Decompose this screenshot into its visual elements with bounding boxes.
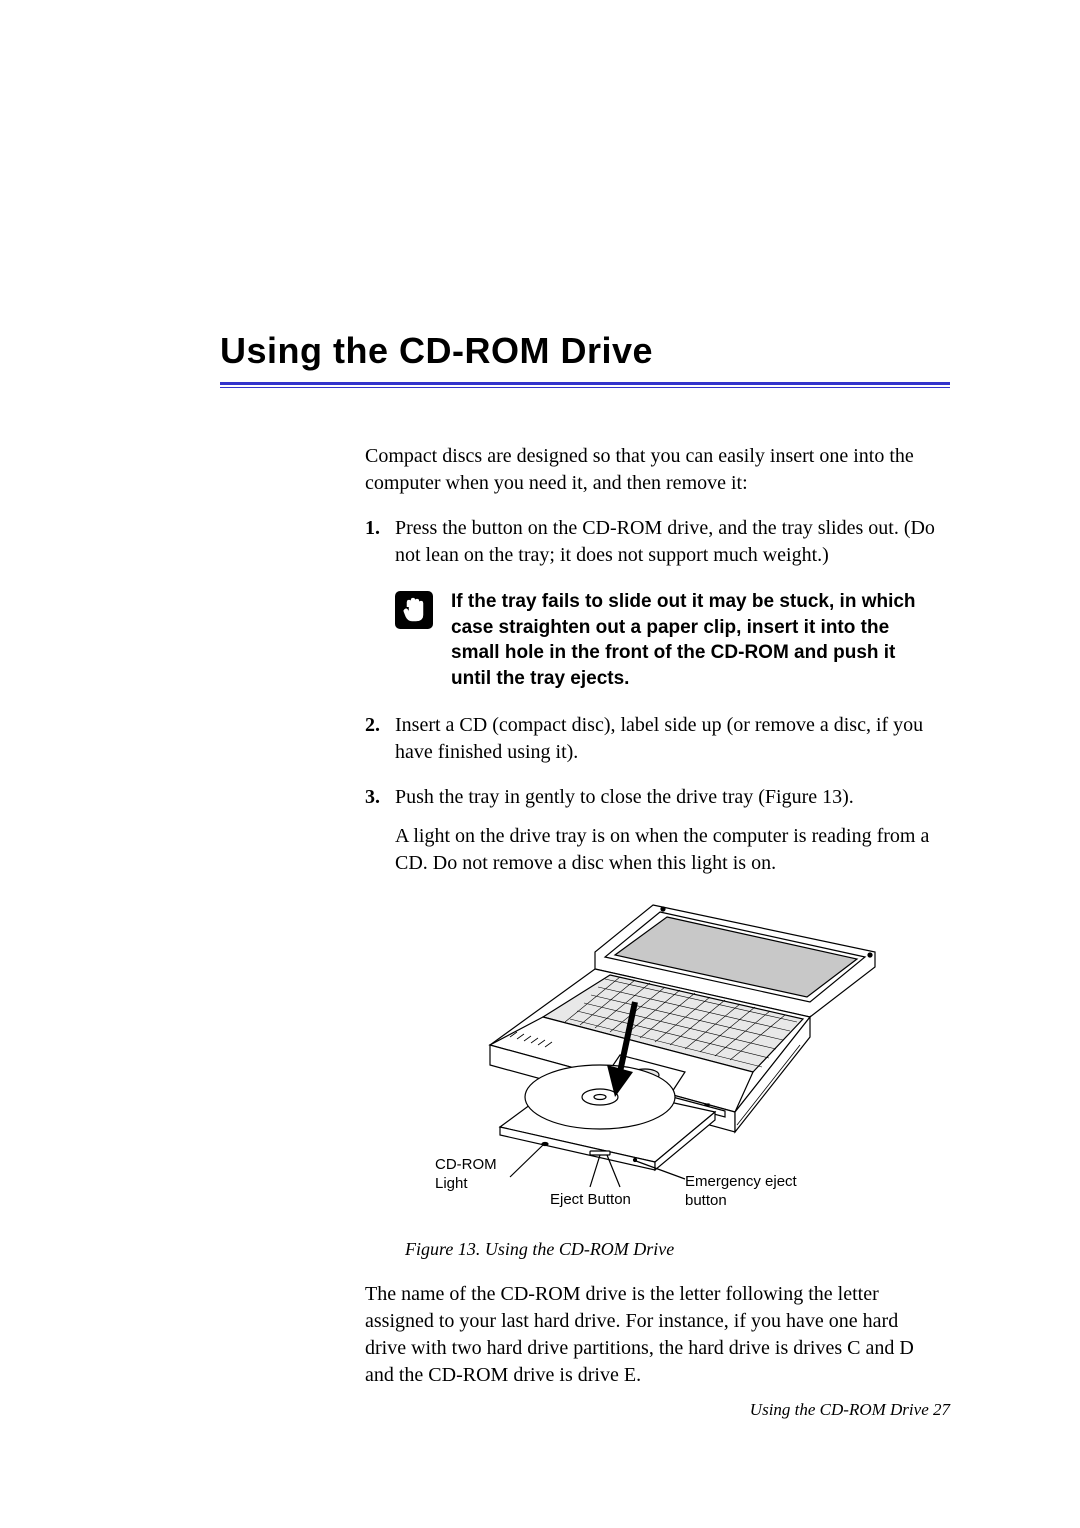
hand-stop-icon <box>395 591 433 629</box>
note-block: If the tray fails to slide out it may be… <box>395 589 940 692</box>
label-cdrom-light-l1: CD-ROM <box>435 1156 497 1173</box>
label-cdrom-light-l2: Light <box>435 1175 468 1192</box>
label-emergency-l2: button <box>685 1192 727 1209</box>
steps-list: Press the button on the CD-ROM drive, an… <box>365 515 940 877</box>
step-3-text: Push the tray in gently to close the dri… <box>395 786 854 808</box>
laptop-illustration <box>405 897 905 1197</box>
step-2-text: Insert a CD (compact disc), label side u… <box>395 714 923 763</box>
label-cdrom-light: CD-ROM Light <box>435 1155 497 1194</box>
closing-text: The name of the CD-ROM drive is the lett… <box>365 1281 940 1389</box>
label-eject-button: Eject Button <box>550 1190 631 1210</box>
step-3: Push the tray in gently to close the dri… <box>365 784 940 877</box>
intro-text: Compact discs are designed so that you c… <box>365 443 940 497</box>
note-text: If the tray fails to slide out it may be… <box>451 589 940 692</box>
figure-caption: Figure 13. Using the CD-ROM Drive <box>405 1237 940 1261</box>
page-footer: Using the CD-ROM Drive 27 <box>750 1400 950 1420</box>
label-emergency-l1: Emergency eject <box>685 1173 797 1190</box>
step-1: Press the button on the CD-ROM drive, an… <box>365 515 940 692</box>
step-1-text: Press the button on the CD-ROM drive, an… <box>395 517 935 566</box>
step-2: Insert a CD (compact disc), label side u… <box>365 712 940 766</box>
label-emergency-eject: Emergency eject button <box>685 1172 797 1211</box>
page-title: Using the CD-ROM Drive <box>220 330 950 372</box>
figure-area: CD-ROM Light Eject Button Emergency ejec… <box>365 897 940 1227</box>
afternote-text: A light on the drive tray is on when the… <box>395 823 940 877</box>
title-rule <box>220 382 950 388</box>
